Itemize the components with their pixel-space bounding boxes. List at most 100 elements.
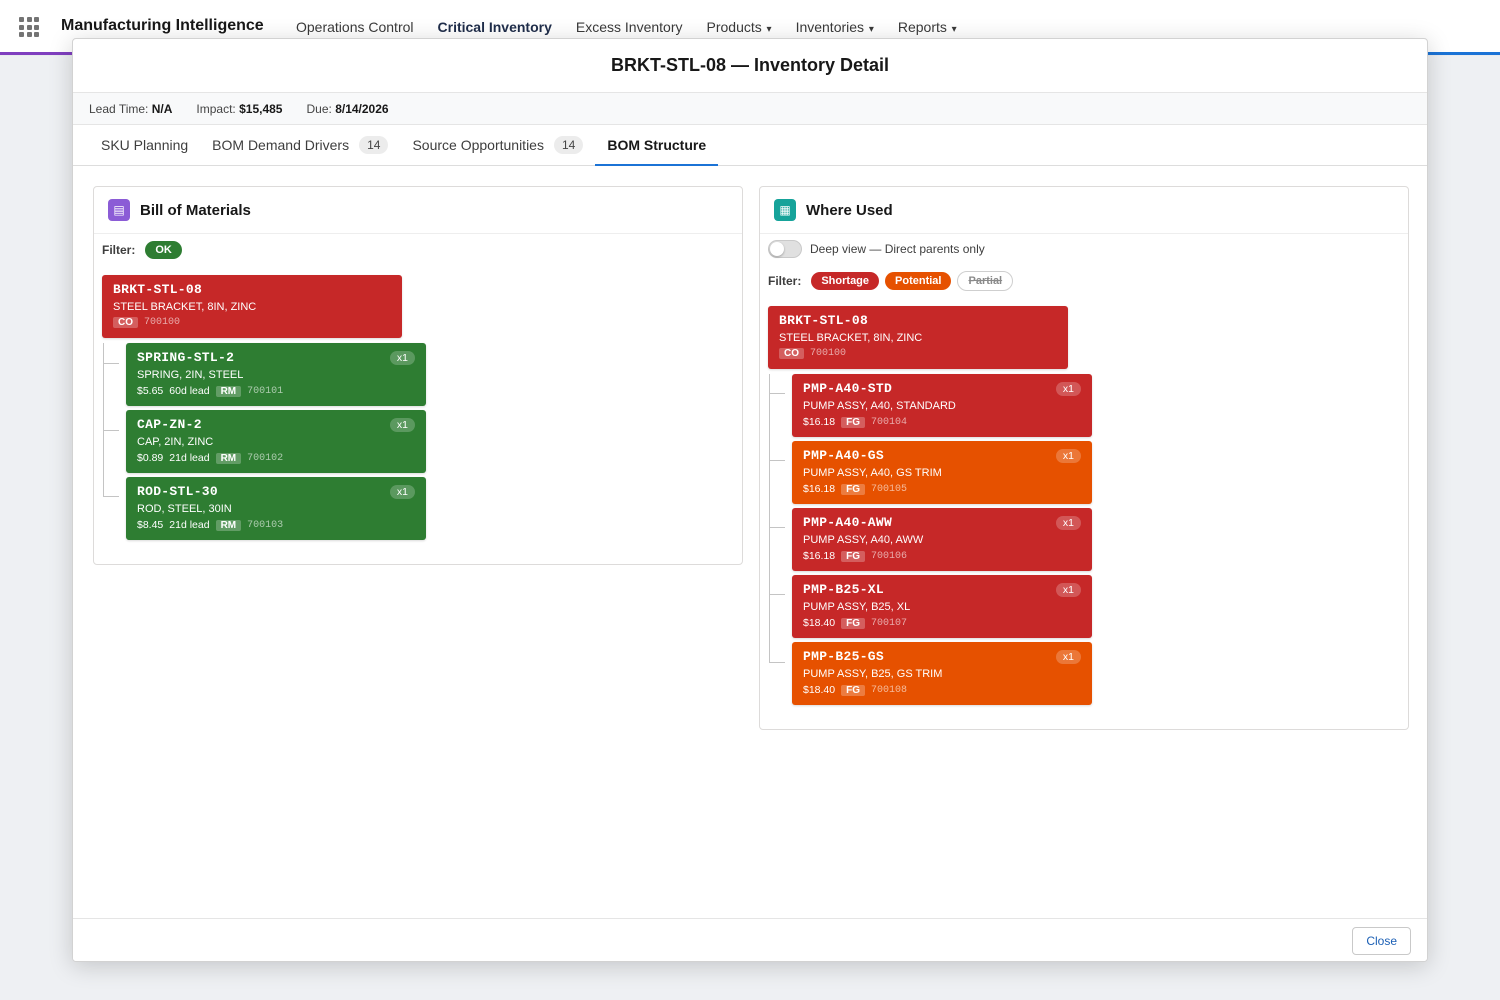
nav-bar: Operations Control Critical Inventory Ex…	[284, 19, 969, 35]
item-id: 700106	[871, 550, 908, 562]
item-lead-time: 21d lead	[169, 519, 210, 531]
where-used-filter: Filter: Shortage Potential Partial	[768, 271, 1014, 291]
nav-item-products[interactable]: Products ▾	[706, 19, 772, 35]
chevron-down-icon: ▾	[763, 24, 772, 35]
tab-source-opportunities[interactable]: Source Opportunities 14	[400, 125, 595, 165]
close-button[interactable]: Close	[1352, 927, 1411, 955]
accent-bar	[0, 52, 72, 55]
deep-view-toggle[interactable]	[768, 240, 802, 258]
item-description: PUMP ASSY, A40, STANDARD	[803, 400, 956, 412]
bom-child-item[interactable]: CAP-ZN-2 CAP, 2IN, ZINC $0.89 21d lead RM 7…	[126, 410, 426, 473]
nav-item-inventories[interactable]: Inventories ▾	[795, 19, 874, 35]
tree-connector	[769, 393, 785, 394]
item-id: 700102	[247, 452, 284, 464]
quantity-badge: x1	[1055, 516, 1081, 530]
list-icon: ▤	[108, 199, 130, 221]
filter-chip-partial[interactable]: Partial	[957, 271, 1014, 291]
item-description: PUMP ASSY, B25, XL	[803, 601, 911, 613]
filter-chip-shortage[interactable]: Shortage	[811, 272, 880, 290]
bom-child-item[interactable]: SPRING-STL-2 SPRING, 2IN, STEEL $5.65 60d…	[126, 343, 426, 406]
quantity-badge: x1	[389, 351, 415, 365]
tab-count-badge: 14	[359, 136, 389, 154]
tree-connector	[769, 594, 785, 595]
item-price: $5.65	[137, 385, 164, 397]
item-type-tag: CO	[779, 348, 804, 359]
item-sku: PMP-A40-AWW	[803, 515, 893, 530]
item-price: $16.18	[803, 416, 836, 428]
bom-filter: Filter: OK	[102, 241, 182, 259]
tab-bom-demand-drivers[interactable]: BOM Demand Drivers 14	[200, 125, 400, 165]
nav-item-excess-inventory[interactable]: Excess Inventory	[575, 19, 683, 35]
item-sku: PMP-B25-XL	[803, 582, 885, 597]
bom-root-item[interactable]: BRKT-STL-08 STEEL BRACKET, 8IN, ZINC CO 7…	[102, 275, 402, 338]
quantity-badge: x1	[1055, 449, 1081, 463]
item-description: CAP, 2IN, ZINC	[137, 436, 214, 448]
item-description: SPRING, 2IN, STEEL	[137, 369, 244, 381]
quantity-badge: x1	[389, 485, 415, 499]
item-type-tag: FG	[841, 617, 866, 629]
deep-view-toggle-row: Deep view — Direct parents only	[768, 240, 985, 258]
nav-item-operations-control[interactable]: Operations Control	[296, 19, 414, 35]
filter-chip-ok[interactable]: OK	[145, 241, 182, 259]
item-type-tag: RM	[215, 519, 242, 531]
item-price: $18.40	[803, 617, 836, 629]
tree-connector	[769, 374, 770, 662]
quantity-badge: x1	[1055, 382, 1081, 396]
app-launcher-icon[interactable]	[19, 17, 39, 37]
filter-label: Filter:	[768, 274, 802, 288]
where-used-root-item[interactable]: BRKT-STL-08 STEEL BRACKET, 8IN, ZINC CO 7…	[768, 306, 1068, 369]
parent-item[interactable]: PMP-A40-GS PUMP ASSY, A40, GS TRIM $16.1…	[792, 441, 1092, 504]
parent-item[interactable]: PMP-B25-GS PUMP ASSY, B25, GS TRIM $18.4…	[792, 642, 1092, 705]
item-lead-time: 60d lead	[169, 385, 210, 397]
tree-connector	[769, 662, 785, 663]
parent-item[interactable]: PMP-B25-XL PUMP ASSY, B25, XL $18.40 FG 70…	[792, 575, 1092, 638]
impact: Impact: $15,485	[196, 101, 283, 116]
modal-footer: Close	[73, 918, 1427, 961]
item-price: $18.40	[803, 684, 836, 696]
tab-bom-structure[interactable]: BOM Structure	[595, 125, 718, 166]
item-type-tag: FG	[841, 550, 866, 562]
item-id: 700101	[247, 385, 284, 397]
item-price: $16.18	[803, 550, 836, 562]
item-type-tag: RM	[215, 385, 242, 397]
item-price: $0.89	[137, 452, 164, 464]
filter-chip-potential[interactable]: Potential	[885, 272, 952, 290]
item-price: $8.45	[137, 519, 164, 531]
item-price: $16.18	[803, 483, 836, 495]
lead-time: Lead Time: N/A	[89, 101, 173, 116]
due-date: Due: 8/14/2026	[306, 101, 389, 116]
tree-connector	[769, 527, 785, 528]
item-description: PUMP ASSY, A40, AWW	[803, 534, 924, 546]
parent-item[interactable]: PMP-A40-AWW PUMP ASSY, A40, AWW $16.18 FG…	[792, 508, 1092, 571]
card-title: Where Used	[806, 201, 893, 219]
nav-item-critical-inventory[interactable]: Critical Inventory	[437, 19, 552, 35]
tab-count-badge: 14	[553, 136, 584, 154]
tree-connector	[103, 496, 119, 497]
item-description: STEEL BRACKET, 8IN, ZINC	[113, 301, 257, 313]
parent-item[interactable]: PMP-A40-STD PUMP ASSY, A40, STANDARD $16…	[792, 374, 1092, 437]
modal-header: BRKT-STL-08 — Inventory Detail	[73, 39, 1427, 93]
item-id: 700103	[247, 519, 284, 531]
chevron-down-icon: ▾	[866, 24, 874, 35]
item-sku: SPRING-STL-2	[137, 350, 235, 365]
bom-child-item[interactable]: ROD-STL-30 ROD, STEEL, 30IN $8.45 21d lea…	[126, 477, 426, 540]
item-description: STEEL BRACKET, 8IN, ZINC	[779, 332, 923, 344]
item-sku: ROD-STL-30	[137, 484, 219, 499]
item-lead-time: 21d lead	[169, 452, 210, 464]
bill-of-materials-card: ▤ Bill of Materials Filter: OK BRKT-STL-…	[93, 186, 743, 565]
tree-connector	[103, 430, 119, 431]
item-description: PUMP ASSY, A40, GS TRIM	[803, 467, 942, 479]
tab-sku-planning[interactable]: SKU Planning	[101, 137, 189, 153]
nav-item-reports[interactable]: Reports ▾	[897, 19, 957, 35]
modal-body: ▤ Bill of Materials Filter: OK BRKT-STL-…	[73, 166, 1427, 920]
inventory-detail-modal: BRKT-STL-08 — Inventory Detail Lead Time…	[72, 38, 1428, 962]
where-used-card: ▦ Where Used Deep view — Direct parents …	[759, 186, 1409, 730]
card-title: Bill of Materials	[140, 201, 251, 219]
chevron-down-icon: ▾	[948, 24, 957, 35]
card-header: ▤ Bill of Materials	[94, 187, 742, 234]
item-sku: PMP-B25-GS	[803, 649, 885, 664]
item-sku: PMP-A40-GS	[803, 448, 885, 463]
item-sku: BRKT-STL-08	[113, 282, 203, 297]
item-description: PUMP ASSY, B25, GS TRIM	[803, 668, 943, 680]
quantity-badge: x1	[389, 418, 415, 432]
